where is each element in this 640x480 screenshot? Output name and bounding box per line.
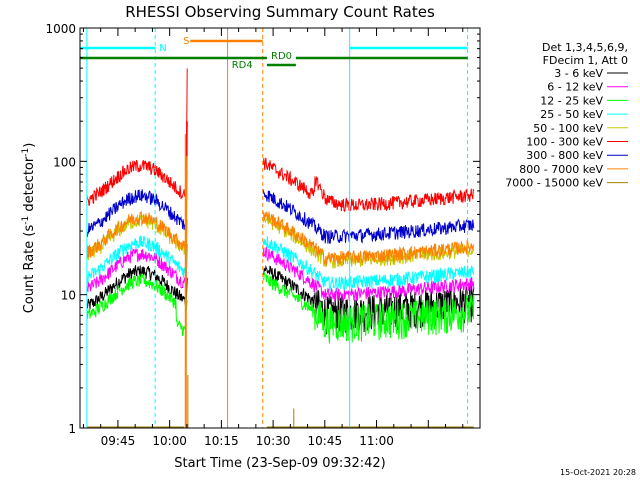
legend-entry: 12 - 25 keV — [540, 94, 603, 107]
legend-entry: 3 - 6 keV — [554, 67, 603, 80]
flag-label: N — [159, 43, 166, 54]
chart-title: RHESSI Observing Summary Count Rates — [125, 3, 435, 21]
y-tick-label: 1 — [68, 422, 76, 436]
x-tick-label: 10:30 — [256, 434, 291, 448]
x-axis: 09:45 10:00 10:15 10:30 10:45 11:00 — [82, 28, 481, 448]
x-tick-label: 10:00 — [152, 434, 187, 448]
y-axis-label: Count Rate (s-1 detector-1) — [21, 143, 37, 314]
y-tick-label: 1000 — [45, 22, 76, 36]
legend-entry: 50 - 100 keV — [533, 122, 603, 135]
x-tick-label: 11:00 — [359, 434, 394, 448]
x-tick-label: 10:15 — [204, 434, 239, 448]
plot-frame — [79, 27, 481, 429]
legend-entry: 25 - 50 keV — [540, 108, 603, 121]
y-axis: 1 10 100 1000 — [45, 22, 480, 436]
legend-header: Det 1,3,4,5,6,9, — [542, 41, 628, 54]
x-tick-label: 09:45 — [101, 434, 136, 448]
legend: Det 1,3,4,5,6,9,FDecim 1, Att 03 - 6 keV… — [505, 41, 628, 190]
legend-header: FDecim 1, Att 0 — [543, 54, 628, 67]
legend-entry: 7000 - 15000 keV — [505, 177, 603, 190]
flag-label: RD4 — [232, 60, 253, 71]
legend-entry: 6 - 12 keV — [547, 81, 603, 94]
legend-entry: 100 - 300 keV — [526, 136, 603, 149]
flag-label: S — [183, 36, 189, 47]
timestamp: 15-Oct-2021 20:28 — [560, 468, 636, 477]
legend-entry: 300 - 800 keV — [526, 149, 603, 162]
y-tick-label: 100 — [53, 155, 76, 169]
plot-area: N S RD0 RD4 — [80, 28, 475, 428]
y-tick-label: 10 — [61, 289, 76, 303]
x-axis-label: Start Time (23-Sep-09 09:32:42) — [174, 456, 385, 471]
legend-entry: 800 - 7000 keV — [519, 163, 603, 176]
flag-label: RD0 — [271, 51, 292, 62]
x-tick-label: 10:45 — [308, 434, 343, 448]
